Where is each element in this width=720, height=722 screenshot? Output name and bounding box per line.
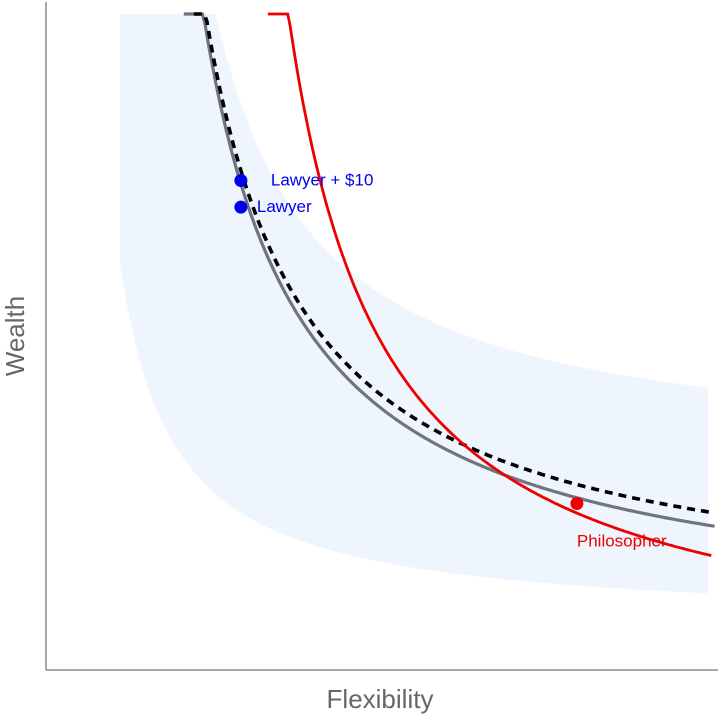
philosopher-label: Philosopher <box>577 532 667 551</box>
lawyer-curve <box>183 12 715 528</box>
lawyer-label: Lawyer <box>257 197 312 216</box>
lawyer-10-label: Lawyer + $10 <box>271 170 374 189</box>
plot-area: Lawyer + $10 Lawyer Philosopher <box>119 12 715 594</box>
lawyer-point <box>234 200 248 214</box>
philosopher-curve <box>267 12 712 557</box>
x-axis-label: Flexibility <box>327 684 434 714</box>
shaded-band <box>119 14 708 594</box>
lawyer-10-point <box>234 173 248 187</box>
y-axis-label: Wealth <box>0 296 30 376</box>
philosopher-point <box>570 497 584 510</box>
